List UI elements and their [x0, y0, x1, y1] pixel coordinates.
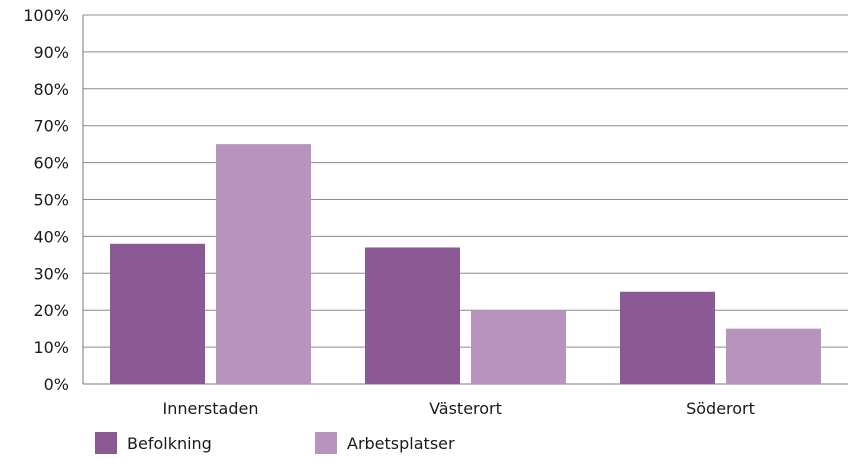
y-tick-label: 50% — [33, 191, 69, 210]
x-category-label: Innerstaden — [163, 399, 259, 418]
bar-befolkning-västerort — [365, 247, 460, 384]
gridlines — [83, 14, 848, 348]
bar-befolkning-söderort — [620, 291, 715, 384]
x-category-label: Västerort — [429, 399, 502, 418]
y-tick-label: 0% — [44, 375, 69, 394]
y-tick-label: 100% — [23, 6, 69, 25]
y-tick-label: 80% — [33, 80, 69, 99]
x-category-label: Söderort — [686, 399, 755, 418]
axes — [82, 15, 848, 385]
y-tick-label: 10% — [33, 338, 69, 357]
legend-label: Befolkning — [127, 434, 212, 453]
bar-befolkning-innerstaden — [110, 243, 205, 384]
bars — [110, 144, 821, 384]
bar-arbetsplatser-västerort — [471, 310, 566, 384]
y-tick-label: 90% — [33, 43, 69, 62]
y-tick-label: 70% — [33, 117, 69, 136]
y-tick-label: 20% — [33, 301, 69, 320]
bar-arbetsplatser-söderort — [726, 328, 821, 384]
y-tick-label: 30% — [33, 264, 69, 283]
y-axis-tick-labels: 0% 10% 20% 30% 40% 50% 60% 70% 80% 90% 100% — [23, 6, 69, 394]
y-tick-label: 60% — [33, 154, 69, 173]
legend: Befolkning Arbetsplatser — [95, 432, 455, 454]
legend-swatch — [315, 432, 337, 454]
legend-label: Arbetsplatser — [347, 434, 455, 453]
legend-swatch — [95, 432, 117, 454]
x-axis-category-labels: Innerstaden Västerort Söderort — [163, 399, 755, 418]
y-tick-label: 40% — [33, 227, 69, 246]
bar-arbetsplatser-innerstaden — [216, 144, 311, 384]
